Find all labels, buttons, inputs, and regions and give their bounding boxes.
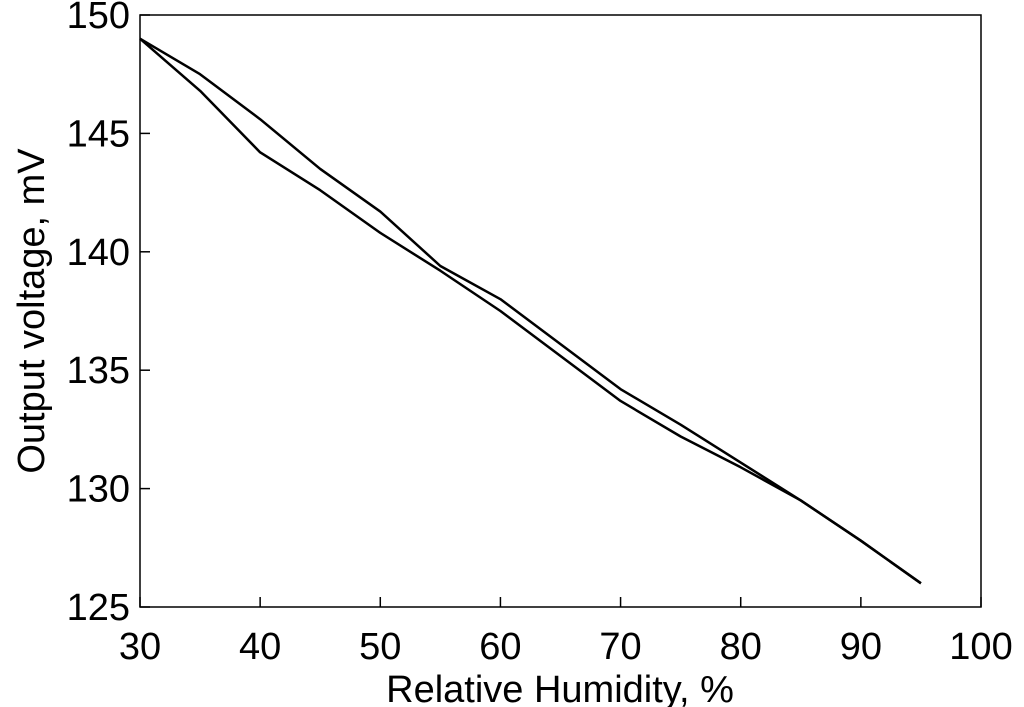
data-line bbox=[139, 37, 922, 585]
y-tick-label: 130 bbox=[67, 469, 130, 511]
plot-frame bbox=[139, 14, 982, 608]
y-tick-label: 135 bbox=[67, 350, 130, 392]
y-tick-label: 145 bbox=[67, 113, 130, 155]
y-axis-label: Output voltage, mV bbox=[11, 148, 53, 474]
x-tick-label: 100 bbox=[949, 626, 1012, 668]
x-tick-label: 70 bbox=[599, 626, 641, 668]
y-tick-label: 125 bbox=[67, 587, 130, 629]
x-tick-label: 80 bbox=[720, 626, 762, 668]
x-tick-label: 50 bbox=[359, 626, 401, 668]
x-tick-label: 90 bbox=[840, 626, 882, 668]
y-tick-label: 140 bbox=[67, 232, 130, 274]
x-tick-label: 30 bbox=[119, 626, 161, 668]
x-tick-label: 60 bbox=[479, 626, 521, 668]
x-axis-label: Relative Humidity, % bbox=[386, 669, 734, 707]
x-tick-label: 40 bbox=[239, 626, 281, 668]
y-tick-label: 150 bbox=[67, 0, 130, 37]
